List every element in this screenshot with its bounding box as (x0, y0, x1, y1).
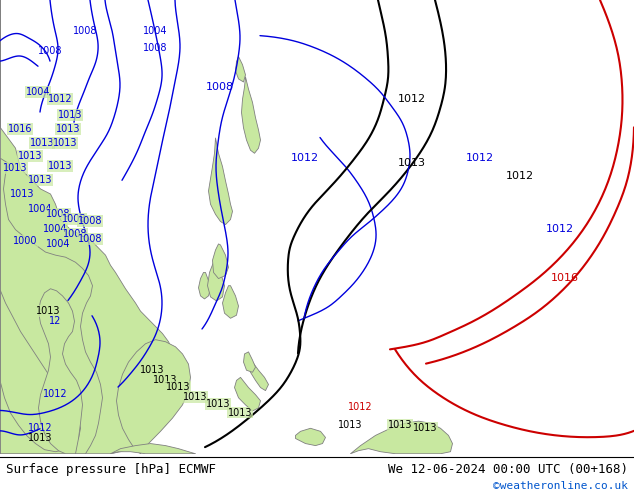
Text: 1008: 1008 (78, 234, 102, 245)
Text: 1016: 1016 (551, 273, 579, 283)
Text: 1004: 1004 (46, 240, 70, 249)
Text: 1013: 1013 (398, 158, 426, 168)
Text: 1008: 1008 (46, 209, 70, 219)
Text: 1013: 1013 (413, 423, 437, 433)
Text: 12: 12 (49, 316, 61, 326)
Text: 1012: 1012 (291, 153, 319, 163)
Text: 1013: 1013 (3, 163, 27, 173)
Text: 1013: 1013 (10, 189, 34, 198)
Text: 1013: 1013 (48, 161, 72, 171)
Text: 1008: 1008 (206, 81, 234, 92)
Text: We 12-06-2024 00:00 UTC (00+168): We 12-06-2024 00:00 UTC (00+168) (387, 463, 628, 476)
Text: 1012: 1012 (398, 94, 426, 104)
Text: 1013: 1013 (388, 420, 412, 430)
Text: 1013: 1013 (36, 306, 60, 316)
Text: Surface pressure [hPa] ECMWF: Surface pressure [hPa] ECMWF (6, 463, 216, 476)
Text: 1004: 1004 (42, 224, 67, 234)
Text: 1013: 1013 (153, 375, 178, 385)
Text: 1008: 1008 (78, 216, 102, 226)
Text: 1013: 1013 (165, 382, 190, 392)
Text: 1012: 1012 (466, 153, 494, 163)
Text: 1012: 1012 (42, 389, 67, 399)
Text: 1013: 1013 (53, 138, 77, 147)
Text: 1013: 1013 (206, 399, 230, 409)
Text: ©weatheronline.co.uk: ©weatheronline.co.uk (493, 481, 628, 490)
Text: 1012: 1012 (48, 94, 72, 104)
Text: 1012: 1012 (506, 171, 534, 181)
Text: 1008: 1008 (38, 46, 62, 56)
Text: 1013: 1013 (30, 138, 55, 147)
Text: 1012: 1012 (28, 423, 53, 433)
Text: 1013: 1013 (58, 110, 82, 120)
Text: 1013: 1013 (338, 420, 362, 430)
Text: 1013: 1013 (28, 433, 52, 443)
Text: 1008: 1008 (61, 214, 86, 224)
Text: 1004: 1004 (26, 87, 50, 97)
Text: 1000: 1000 (13, 236, 37, 246)
Text: 1008: 1008 (143, 43, 167, 53)
Text: 1013: 1013 (228, 408, 252, 417)
Text: 1004: 1004 (28, 204, 52, 214)
Text: 1013: 1013 (56, 124, 81, 134)
Text: 1013: 1013 (28, 175, 52, 185)
Text: 1013: 1013 (18, 151, 42, 161)
Text: 1008: 1008 (63, 229, 87, 239)
Text: 1012: 1012 (347, 402, 372, 413)
Text: 1013: 1013 (183, 392, 207, 402)
Text: 1008: 1008 (73, 25, 97, 36)
Text: 1004: 1004 (143, 25, 167, 36)
Text: 1016: 1016 (8, 124, 32, 134)
Text: 1012: 1012 (546, 224, 574, 234)
Text: 1013: 1013 (139, 365, 164, 375)
